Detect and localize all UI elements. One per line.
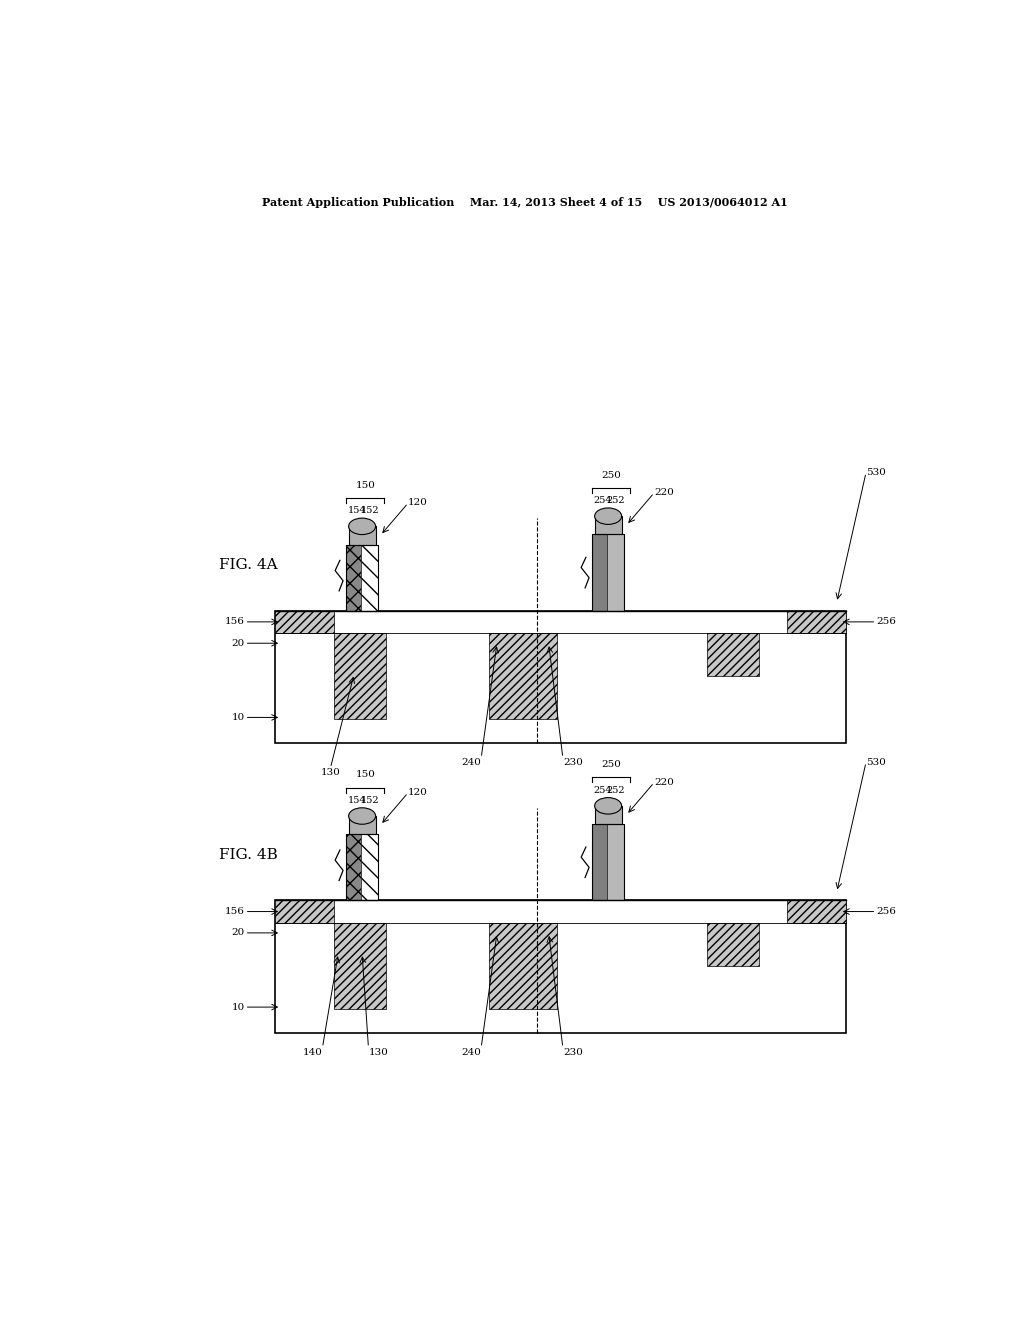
Bar bbox=[592, 824, 607, 900]
Bar bbox=[489, 923, 557, 1008]
Bar bbox=[274, 611, 846, 743]
Bar bbox=[592, 824, 624, 900]
Bar bbox=[274, 611, 334, 634]
Text: 130: 130 bbox=[321, 768, 340, 777]
Text: 150: 150 bbox=[355, 771, 375, 779]
Text: 130: 130 bbox=[369, 1048, 388, 1057]
Bar bbox=[348, 527, 376, 545]
Text: 240: 240 bbox=[461, 758, 481, 767]
Bar bbox=[595, 516, 622, 535]
Text: 120: 120 bbox=[409, 788, 428, 797]
Text: 250: 250 bbox=[601, 760, 622, 770]
Bar bbox=[708, 634, 759, 676]
Bar bbox=[489, 634, 557, 719]
Text: 530: 530 bbox=[866, 758, 886, 767]
Text: 152: 152 bbox=[360, 796, 379, 805]
Bar bbox=[346, 834, 378, 900]
Bar bbox=[592, 535, 624, 611]
Text: FIG. 4B: FIG. 4B bbox=[219, 847, 278, 862]
Text: 220: 220 bbox=[654, 488, 674, 498]
Text: 230: 230 bbox=[563, 1048, 583, 1057]
Text: 154: 154 bbox=[348, 506, 367, 515]
Text: 254: 254 bbox=[594, 496, 612, 504]
Bar bbox=[348, 816, 376, 834]
Text: 156: 156 bbox=[225, 907, 245, 916]
Ellipse shape bbox=[595, 797, 622, 814]
Text: 530: 530 bbox=[866, 469, 886, 477]
Text: 20: 20 bbox=[231, 639, 245, 648]
Ellipse shape bbox=[595, 508, 622, 524]
Text: 120: 120 bbox=[409, 499, 428, 507]
Text: 156: 156 bbox=[225, 618, 245, 627]
Ellipse shape bbox=[348, 519, 376, 535]
Bar bbox=[274, 900, 334, 923]
Text: 252: 252 bbox=[606, 785, 626, 795]
Text: 254: 254 bbox=[594, 785, 612, 795]
Bar bbox=[708, 923, 759, 966]
Text: 256: 256 bbox=[877, 907, 896, 916]
Bar bbox=[360, 545, 378, 611]
Bar bbox=[274, 900, 846, 1032]
Bar bbox=[334, 634, 386, 719]
Text: 10: 10 bbox=[231, 1003, 245, 1011]
Text: 140: 140 bbox=[302, 1048, 323, 1057]
Bar bbox=[786, 611, 846, 634]
Bar bbox=[360, 834, 378, 900]
Text: 154: 154 bbox=[348, 796, 367, 805]
Bar bbox=[346, 545, 378, 611]
Text: Patent Application Publication    Mar. 14, 2013 Sheet 4 of 15    US 2013/0064012: Patent Application Publication Mar. 14, … bbox=[262, 197, 787, 207]
Text: 10: 10 bbox=[231, 713, 245, 722]
Text: 20: 20 bbox=[231, 928, 245, 937]
Text: 252: 252 bbox=[606, 496, 626, 504]
Bar bbox=[595, 805, 622, 824]
Text: 256: 256 bbox=[877, 618, 896, 627]
Bar bbox=[786, 900, 846, 923]
Bar bbox=[607, 535, 624, 611]
Text: FIG. 4A: FIG. 4A bbox=[219, 558, 278, 572]
Text: 152: 152 bbox=[360, 506, 379, 515]
Text: 250: 250 bbox=[601, 471, 622, 479]
Bar bbox=[346, 545, 360, 611]
Bar bbox=[607, 824, 624, 900]
Bar bbox=[592, 535, 607, 611]
Bar bbox=[346, 834, 360, 900]
Ellipse shape bbox=[348, 808, 376, 824]
Bar bbox=[334, 923, 386, 1008]
Text: 240: 240 bbox=[461, 1048, 481, 1057]
Text: 150: 150 bbox=[355, 480, 375, 490]
Text: 220: 220 bbox=[654, 777, 674, 787]
Text: 230: 230 bbox=[563, 758, 583, 767]
